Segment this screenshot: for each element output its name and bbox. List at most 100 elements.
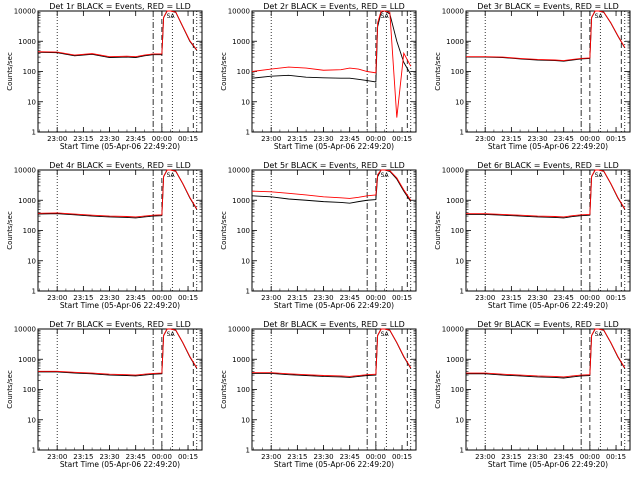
y-tick-label: 1000 — [232, 356, 250, 364]
x-tick-label: 23:15 — [287, 453, 307, 461]
y-tick-label: 1000 — [18, 197, 36, 205]
y-tick-label: 10 — [27, 257, 36, 265]
x-tick-label: 23:30 — [527, 135, 547, 143]
y-tick-label: 10 — [27, 98, 36, 106]
x-tick-label: 23:15 — [287, 294, 307, 302]
x-tick-label: 00:00 — [152, 135, 172, 143]
y-tick-label: 1 — [246, 288, 250, 296]
x-tick-label: 00:15 — [392, 294, 412, 302]
y-tick-label: 1000 — [232, 197, 250, 205]
y-tick-label: 1000 — [446, 356, 464, 364]
x-tick-label: 23:30 — [99, 453, 119, 461]
x-tick-label: 23:45 — [340, 453, 360, 461]
y-tick-label: 100 — [451, 68, 464, 76]
panel-8: Det 8r BLACK = Events, RED = LLD 1 10 100 10… — [220, 320, 417, 469]
x-axis-label: Start Time (05-Apr-06 22:49:20) — [488, 301, 608, 310]
series-line-lld — [251, 10, 412, 118]
x-tick-label: 23:45 — [126, 294, 146, 302]
series-line-events — [251, 169, 412, 204]
series-line-lld — [38, 328, 198, 376]
panel-3: Det 3r BLACK = Events, RED = LLD 1 10 100 10… — [434, 2, 631, 151]
x-tick-label: 23:30 — [99, 135, 119, 143]
y-tick-label: 100 — [23, 386, 36, 394]
x-tick-label: 23:30 — [313, 135, 333, 143]
y-tick-label: 10000 — [14, 8, 36, 16]
panel-title: Det 8r BLACK = Events, RED = LLD — [263, 320, 405, 329]
y-tick-label: 10000 — [228, 167, 250, 175]
x-tick-label: 23:00 — [47, 294, 67, 302]
x-tick-label: 23:00 — [47, 453, 67, 461]
x-tick-label: 00:00 — [366, 453, 386, 461]
y-axis-label: Counts/sec — [6, 52, 14, 91]
panel-title: Det 6r BLACK = Events, RED = LLD — [477, 161, 619, 170]
y-tick-label: 1 — [32, 288, 36, 296]
panel-4: Det 4r BLACK = Events, RED = LLD 1 10 100 10… — [6, 161, 203, 310]
panel-5: Det 5r BLACK = Events, RED = LLD 1 10 100 10… — [220, 161, 417, 310]
y-axis-label: Counts/sec — [434, 370, 442, 409]
y-tick-label: 10 — [241, 257, 250, 265]
series-line-lld — [466, 169, 626, 218]
y-tick-label: 1 — [246, 447, 250, 455]
x-tick-label: 00:15 — [606, 453, 626, 461]
x-tick-label: 23:45 — [340, 135, 360, 143]
sa-marker-label: SA — [595, 172, 604, 179]
series-line-events — [251, 10, 412, 83]
sa-marker-label: SA — [381, 331, 390, 338]
x-tick-label: 23:30 — [313, 294, 333, 302]
x-tick-label: 23:15 — [501, 135, 521, 143]
x-tick-label: 00:00 — [366, 294, 386, 302]
x-tick-label: 23:15 — [73, 294, 93, 302]
y-tick-label: 1 — [460, 129, 464, 137]
x-axis-label: Start Time (05-Apr-06 22:49:20) — [60, 142, 180, 151]
panel-title: Det 2r BLACK = Events, RED = LLD — [263, 2, 405, 11]
y-tick-label: 1 — [32, 447, 36, 455]
x-tick-label: 00:00 — [366, 135, 386, 143]
plot-frame — [465, 169, 631, 292]
y-tick-label: 10 — [455, 257, 464, 265]
x-tick-label: 23:45 — [554, 135, 574, 143]
panel-title: Det 9r BLACK = Events, RED = LLD — [477, 320, 619, 329]
x-tick-label: 00:15 — [178, 294, 198, 302]
sa-marker-label: SA — [595, 13, 604, 20]
x-tick-label: 23:15 — [287, 135, 307, 143]
plot-frame — [465, 10, 631, 133]
x-axis-label: Start Time (05-Apr-06 22:49:20) — [274, 460, 394, 469]
x-axis-label: Start Time (05-Apr-06 22:49:20) — [274, 301, 394, 310]
y-tick-label: 10000 — [442, 326, 464, 334]
plot-frame — [251, 169, 417, 292]
y-tick-label: 10000 — [14, 167, 36, 175]
sa-marker-label: SA — [381, 13, 390, 20]
x-tick-label: 23:30 — [99, 294, 119, 302]
plot-frame — [37, 328, 203, 451]
y-axis-label: Counts/sec — [434, 211, 442, 250]
y-tick-label: 10 — [241, 98, 250, 106]
y-tick-label: 1000 — [18, 356, 36, 364]
x-tick-label: 00:15 — [606, 135, 626, 143]
x-tick-label: 00:15 — [606, 294, 626, 302]
panel-title: Det 1r BLACK = Events, RED = LLD — [49, 2, 191, 11]
y-tick-label: 10000 — [228, 8, 250, 16]
x-tick-label: 23:00 — [261, 294, 281, 302]
y-tick-label: 1 — [460, 288, 464, 296]
y-tick-label: 100 — [451, 386, 464, 394]
x-tick-label: 00:00 — [580, 453, 600, 461]
x-tick-label: 23:30 — [527, 294, 547, 302]
x-axis-label: Start Time (05-Apr-06 22:49:20) — [60, 460, 180, 469]
y-tick-label: 100 — [23, 227, 36, 235]
x-tick-label: 23:00 — [475, 294, 495, 302]
y-tick-label: 100 — [23, 68, 36, 76]
x-tick-label: 23:00 — [475, 453, 495, 461]
x-axis-label: Start Time (05-Apr-06 22:49:20) — [60, 301, 180, 310]
x-tick-label: 23:15 — [73, 135, 93, 143]
x-axis-label: Start Time (05-Apr-06 22:49:20) — [274, 142, 394, 151]
y-tick-label: 10 — [27, 416, 36, 424]
y-tick-label: 100 — [237, 386, 250, 394]
x-tick-label: 00:00 — [152, 294, 172, 302]
panel-2: Det 2r BLACK = Events, RED = LLD 1 10 100 10… — [220, 2, 417, 151]
x-tick-label: 00:00 — [152, 453, 172, 461]
x-tick-label: 00:15 — [392, 135, 412, 143]
plot-frame — [251, 328, 417, 451]
y-tick-label: 1 — [460, 447, 464, 455]
series-line-lld — [37, 10, 198, 58]
